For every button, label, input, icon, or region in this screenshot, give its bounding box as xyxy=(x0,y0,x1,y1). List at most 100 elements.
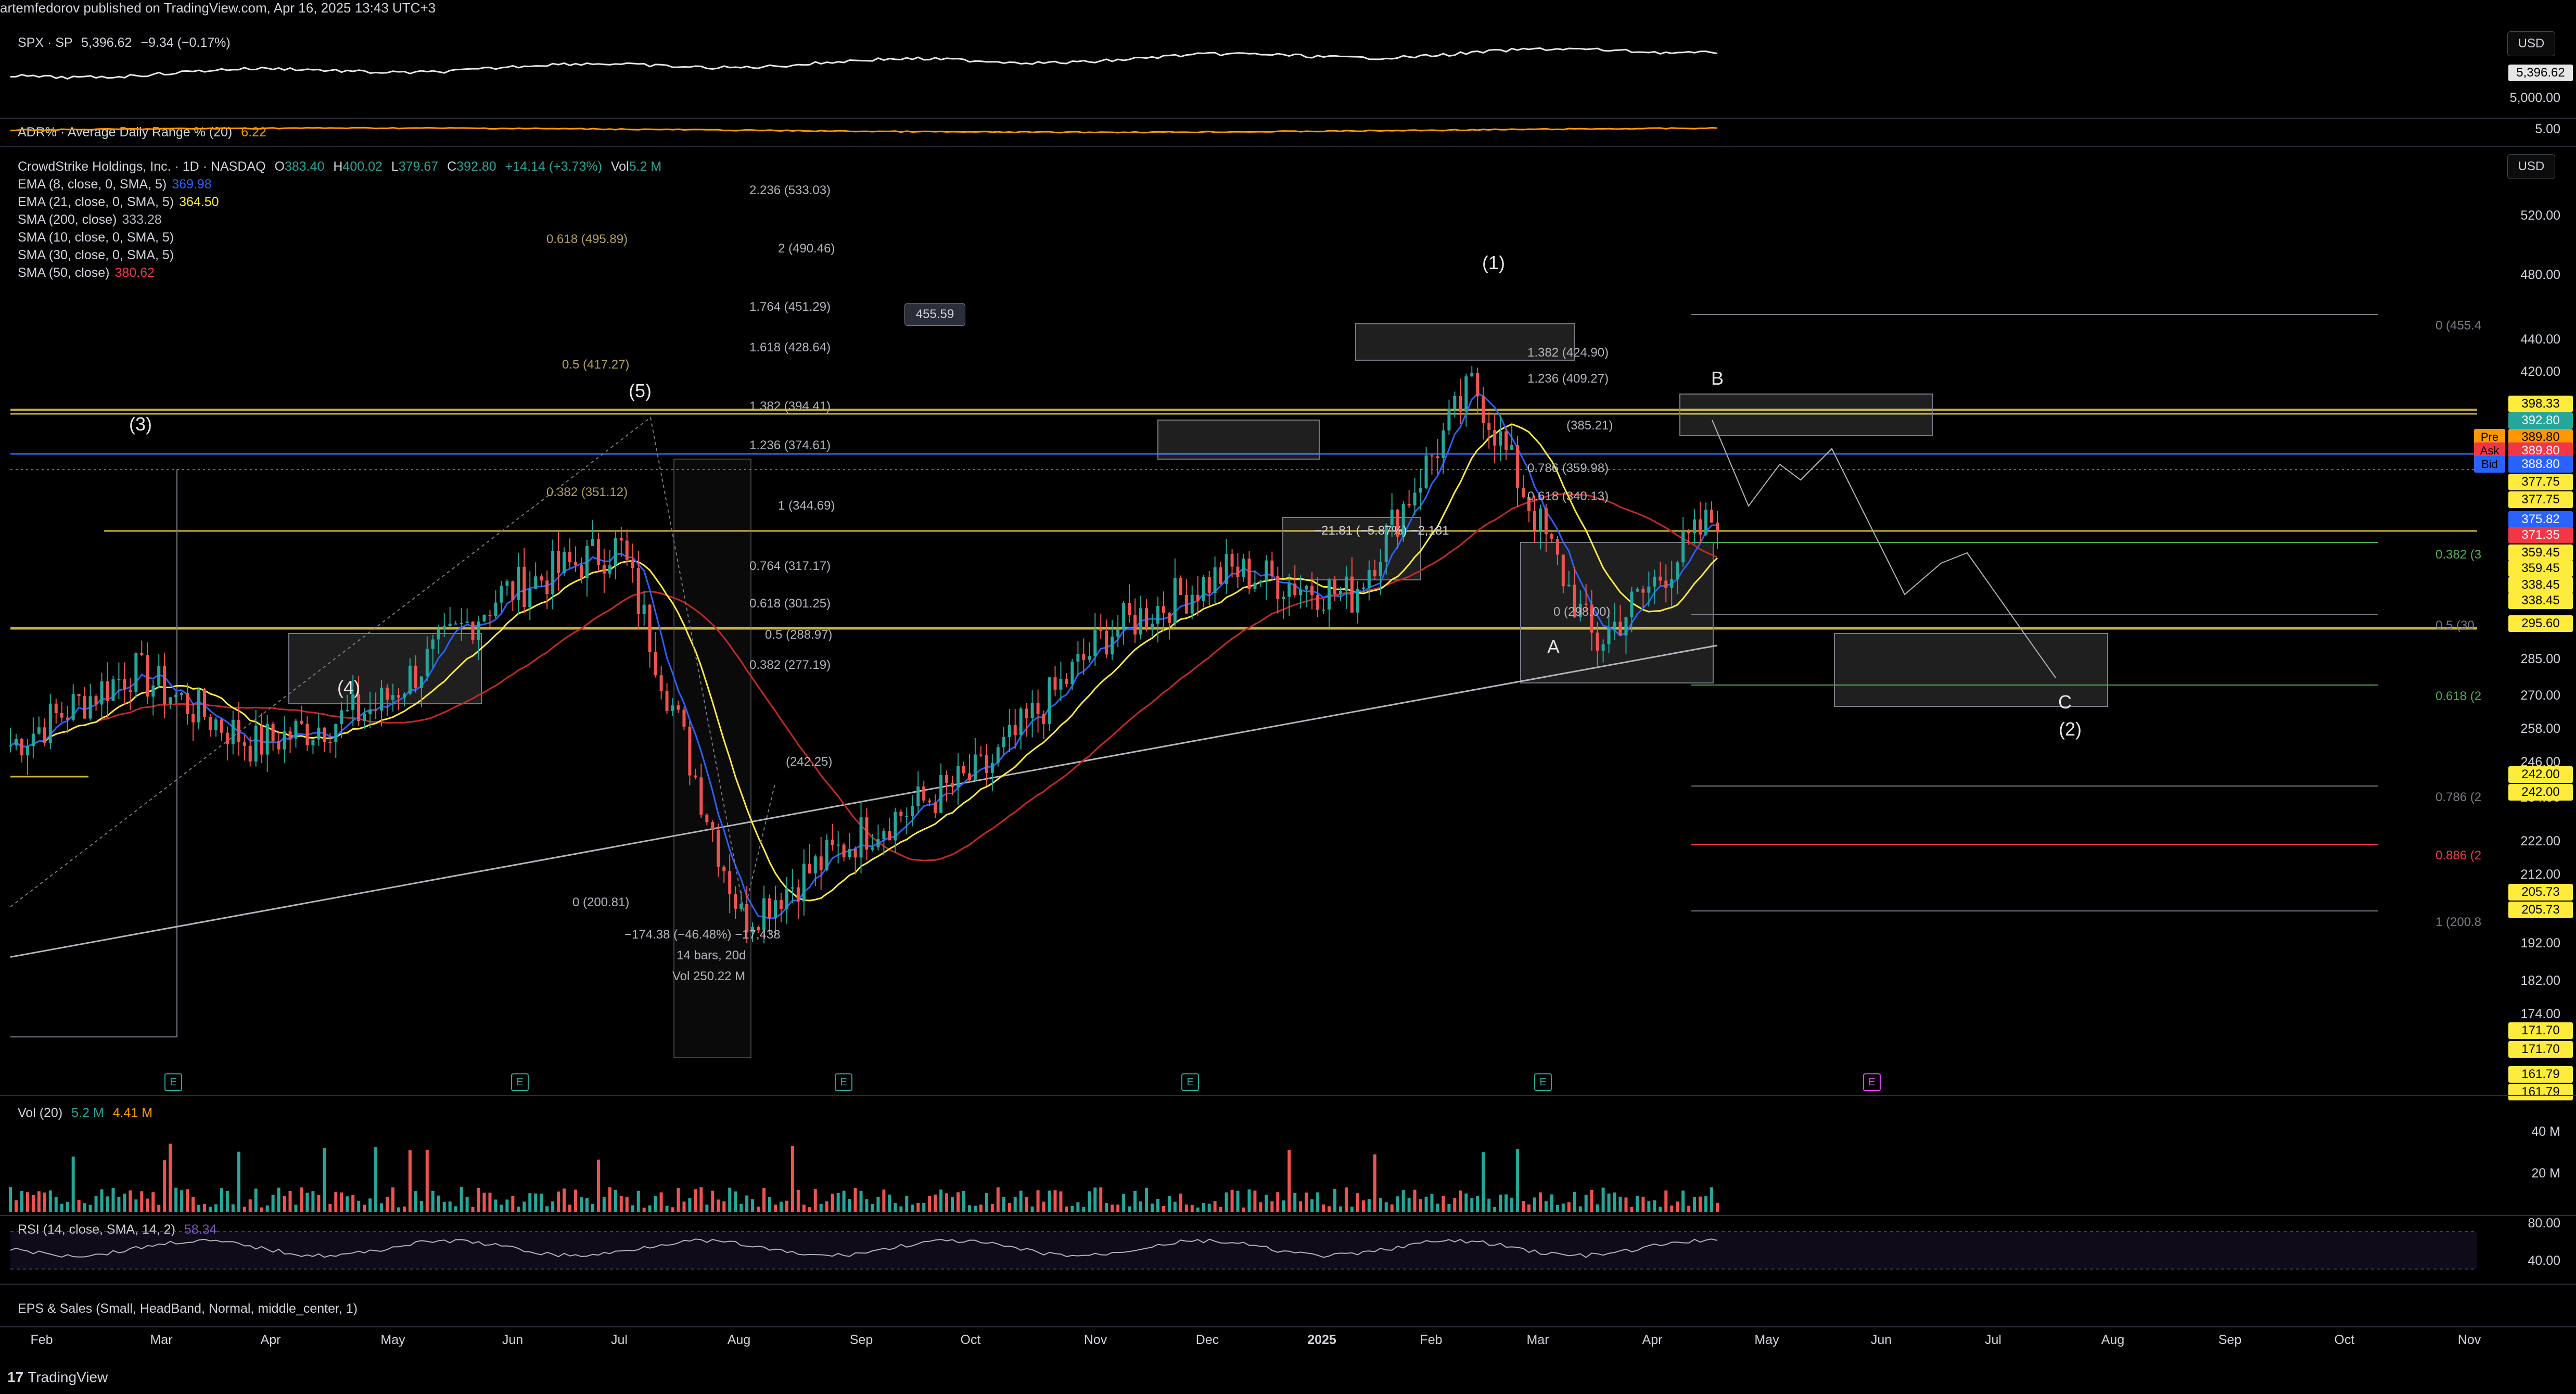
candle-body xyxy=(197,689,201,723)
candle-body xyxy=(967,773,971,780)
fib-label-2236: 2.236 (533.03) xyxy=(749,183,831,197)
volume-bar xyxy=(928,1196,932,1212)
volume-bar xyxy=(1122,1194,1126,1212)
indicator-ema21[interactable]: EMA (21, close, 0, SMA, 5) 364.50 xyxy=(18,195,219,209)
candle-body xyxy=(1384,525,1388,562)
volume-bar xyxy=(1699,1196,1702,1212)
candle-body xyxy=(437,629,440,640)
indicator-sma200[interactable]: SMA (200, close) 333.28 xyxy=(18,212,162,227)
indicator-sma50[interactable]: SMA (50, close) 380.62 xyxy=(18,265,155,280)
candle-body xyxy=(386,688,389,700)
candle-body xyxy=(853,848,857,858)
volume-bar xyxy=(1601,1187,1605,1212)
volume-bar xyxy=(1299,1201,1303,1212)
candle-body xyxy=(88,696,92,719)
candle-body xyxy=(905,816,909,817)
volume-bar xyxy=(1019,1190,1023,1212)
time-axis-label: Nov xyxy=(2457,1333,2481,1347)
candle-body xyxy=(865,817,869,850)
volume-bar xyxy=(957,1192,960,1212)
indicator-sma10[interactable]: SMA (10, close, 0, SMA, 5) xyxy=(18,230,174,245)
volume-bar xyxy=(94,1196,98,1212)
candle-body xyxy=(540,576,543,581)
volume-bar xyxy=(1253,1190,1257,1212)
main-price-chart xyxy=(9,314,2477,1058)
candle-body xyxy=(916,786,920,806)
earnings-marker-upcoming[interactable]: E xyxy=(1863,1073,1881,1091)
price-tag-value: 161.79 xyxy=(2508,1066,2573,1083)
volume-bar xyxy=(1533,1197,1536,1212)
volume-bar xyxy=(471,1207,475,1212)
volume-bar xyxy=(1030,1206,1034,1212)
eps-title: EPS & Sales (Small, HeadBand, Normal, mi… xyxy=(18,1301,358,1316)
candle-body xyxy=(31,733,35,746)
volume-bar xyxy=(1361,1200,1365,1212)
price-tag-value: 205.73 xyxy=(2508,884,2573,901)
volume-bar xyxy=(1607,1193,1611,1212)
fib-label-1618: 1.618 (428.64) xyxy=(749,340,831,354)
candle-body xyxy=(1482,396,1485,424)
price-tag-value: 388.80 xyxy=(2508,456,2573,473)
fib-far-0618: 0.618 (2 xyxy=(2435,689,2482,703)
candle-body xyxy=(813,856,817,873)
volume-bar xyxy=(25,1192,29,1212)
indicator-ema8[interactable]: EMA (8, close, 0, SMA, 5) 369.98 xyxy=(18,177,212,192)
earnings-marker[interactable]: E xyxy=(1181,1073,1199,1091)
volume-bar xyxy=(1128,1206,1131,1212)
earnings-marker[interactable]: E xyxy=(511,1073,529,1091)
volume-bar xyxy=(819,1203,823,1212)
candle-body xyxy=(1424,455,1428,488)
candle-body xyxy=(911,806,914,816)
volume-bar xyxy=(1179,1193,1182,1212)
volume-bar xyxy=(899,1206,903,1212)
candle-body xyxy=(1647,586,1651,593)
candle-body xyxy=(1242,559,1245,577)
volume-bar xyxy=(1504,1194,1508,1212)
candle-body xyxy=(1373,570,1376,576)
volume-bar xyxy=(1401,1190,1405,1212)
adr-scale-5: 5.00 xyxy=(2535,122,2560,136)
volume-bar xyxy=(865,1199,869,1212)
candle-body xyxy=(1287,583,1291,597)
volume-bar xyxy=(1002,1197,1005,1212)
candle-body xyxy=(876,839,880,847)
spx-currency-button[interactable]: USD xyxy=(2507,31,2555,56)
earnings-marker[interactable]: E xyxy=(164,1073,182,1091)
candle-body xyxy=(859,817,863,858)
rsi-pane: RSI (14, close, SMA, 14, 2) 58.34 80.00 … xyxy=(0,1216,2576,1284)
candle-body xyxy=(214,719,218,730)
candle-body xyxy=(1008,725,1011,737)
candle-body xyxy=(1282,597,1285,599)
price-tag-value: 242.00 xyxy=(2508,766,2573,783)
volume-bar xyxy=(465,1197,469,1212)
candle-body xyxy=(722,866,726,871)
candle-body xyxy=(1150,624,1154,628)
candle-body xyxy=(1590,604,1593,633)
candle-body xyxy=(317,727,321,740)
main-currency-button[interactable]: USD xyxy=(2507,154,2555,179)
earnings-marker[interactable]: E xyxy=(1534,1073,1552,1091)
volume-bar xyxy=(1687,1206,1691,1212)
candle-body xyxy=(1607,628,1611,644)
measure-bars-label: 14 bars, 20d xyxy=(677,948,746,962)
candle-body xyxy=(1664,580,1668,588)
indicator-sma30[interactable]: SMA (30, close, 0, SMA, 5) xyxy=(18,248,174,262)
volume-bar xyxy=(1145,1187,1149,1212)
volume-bar xyxy=(973,1206,977,1212)
candle-body xyxy=(66,717,69,720)
candle-body xyxy=(939,775,943,813)
time-axis-label: Oct xyxy=(960,1333,981,1347)
volume-bar xyxy=(1710,1187,1714,1212)
volume-bar xyxy=(305,1193,309,1212)
volume-bar xyxy=(1293,1193,1297,1212)
time-axis-label: Jun xyxy=(1870,1333,1892,1347)
wave-label-5: (5) xyxy=(629,380,652,401)
volume-bar xyxy=(334,1192,338,1212)
volume-bar xyxy=(779,1201,783,1212)
volume-bar xyxy=(859,1190,863,1212)
volume-bar xyxy=(808,1207,811,1212)
volume-bar xyxy=(1310,1199,1314,1212)
volume-bar xyxy=(579,1197,583,1212)
volume-title: Vol (20) xyxy=(18,1106,63,1120)
earnings-marker[interactable]: E xyxy=(835,1073,852,1091)
